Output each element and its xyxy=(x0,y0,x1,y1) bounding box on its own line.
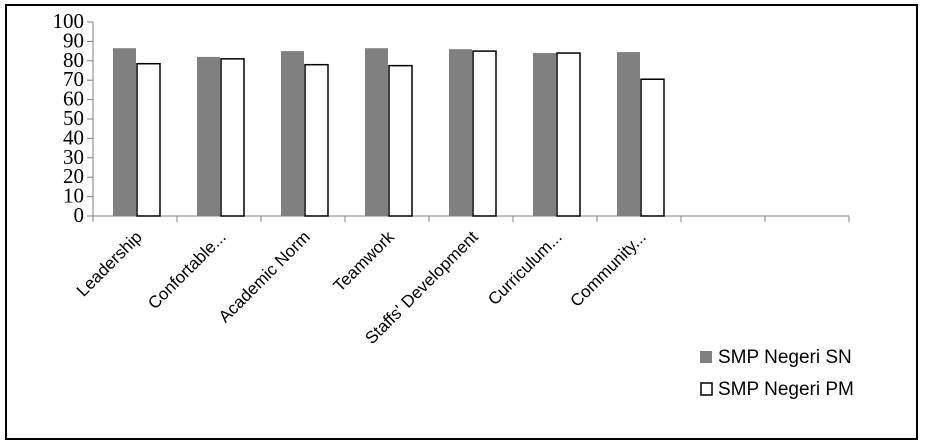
y-tick-label: 40 xyxy=(63,125,84,149)
y-tick-label: 10 xyxy=(63,184,84,208)
x-tick-label: Curriculum... xyxy=(484,227,566,309)
legend-label-sn: SMP Negeri SN xyxy=(718,347,852,368)
x-tick-label: Community... xyxy=(566,227,649,310)
x-tick-label: Academic Norm xyxy=(215,227,314,326)
y-tick-label: 60 xyxy=(63,87,84,111)
legend-label-pm: SMP Negeri PM xyxy=(718,379,854,400)
bar-pm xyxy=(136,62,161,217)
bar-sn xyxy=(533,53,556,216)
x-tick-label: Confortable... xyxy=(144,227,230,313)
legend-swatch-pm xyxy=(700,382,713,396)
y-tick-label: 90 xyxy=(63,28,84,52)
x-tick-label: Teamwork xyxy=(330,227,399,296)
bar-sn xyxy=(281,51,304,216)
bars xyxy=(113,48,665,217)
y-tick-label: 0 xyxy=(74,203,85,227)
bar-pm xyxy=(556,52,581,217)
y-tick-label: 80 xyxy=(63,48,84,72)
y-tick-label: 30 xyxy=(63,145,84,169)
bar-pm xyxy=(388,64,413,217)
bar-sn xyxy=(449,49,472,216)
y-tick-label: 100 xyxy=(53,9,85,33)
legend-swatch-sn xyxy=(700,351,712,363)
bar-sn xyxy=(617,52,640,216)
bar-pm xyxy=(472,50,497,217)
bar-pm xyxy=(220,58,245,217)
bar-sn xyxy=(113,48,136,216)
bar-pm xyxy=(304,63,329,217)
bar-pm xyxy=(640,78,665,217)
x-axis xyxy=(92,215,850,222)
y-tick-label: 20 xyxy=(63,164,84,188)
bar-sn xyxy=(365,48,388,216)
bar-sn xyxy=(197,56,220,216)
x-tick-label: Leadership xyxy=(73,227,146,300)
y-tick-label: 50 xyxy=(63,106,84,130)
legend: SMP Negeri SN SMP Negeri PM xyxy=(700,347,854,400)
y-tick-label: 70 xyxy=(63,67,84,91)
